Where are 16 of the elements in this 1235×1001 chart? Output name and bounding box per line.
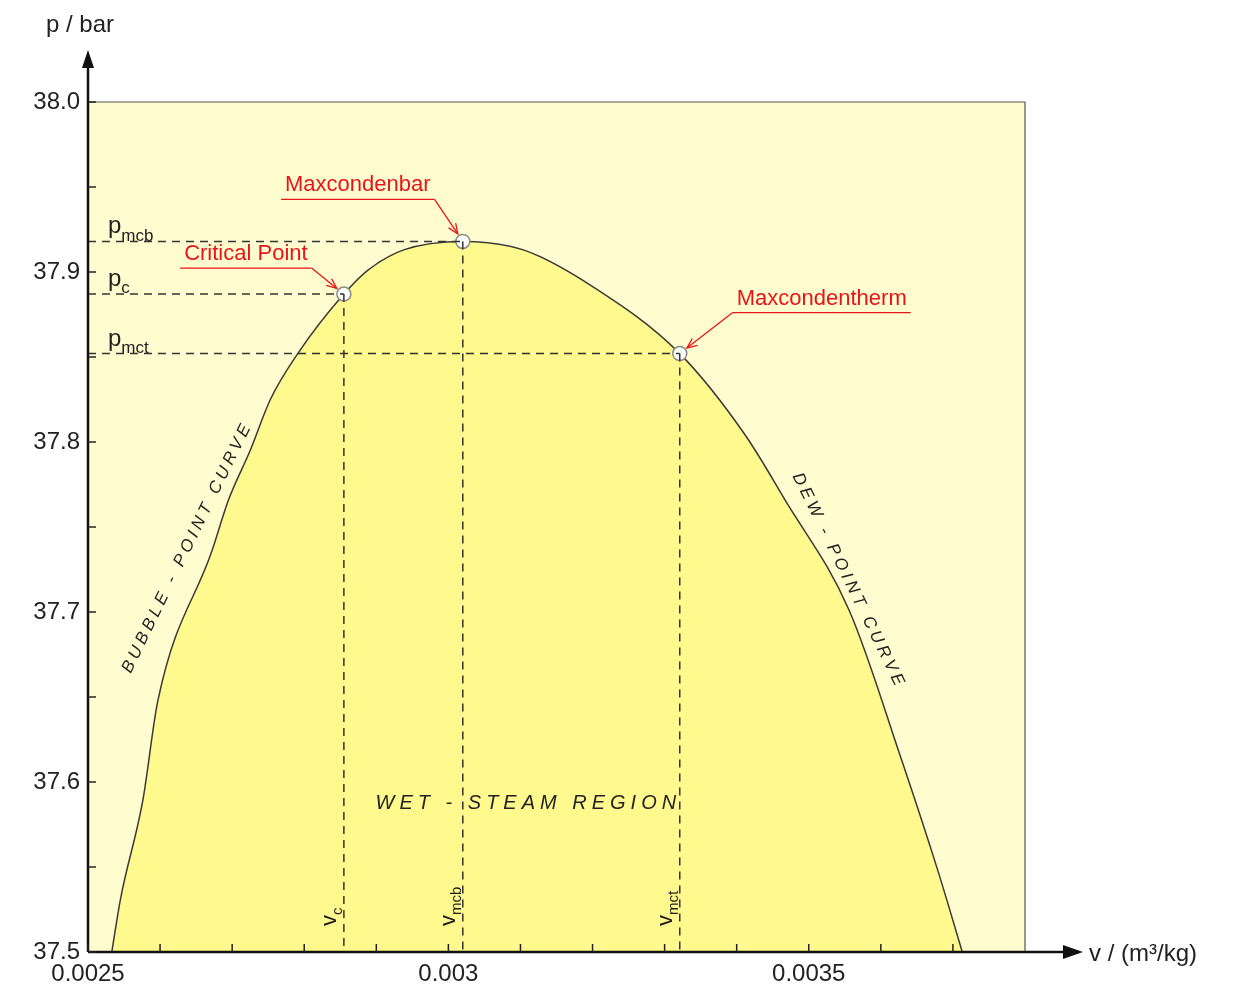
x-axis-title: v / (m³/kg) — [1089, 939, 1197, 966]
y-axis-title: p / bar — [46, 10, 115, 37]
annotation: Critical Point — [184, 240, 308, 266]
text: vmcb — [434, 886, 465, 926]
annotation: WET - STEAM REGION — [375, 790, 682, 813]
annotation: Maxcondentherm — [736, 284, 907, 310]
x-tick-label: 0.003 — [418, 959, 479, 987]
annotation: Maxcondenbar — [285, 171, 431, 197]
y-tick-label: 38.0 — [33, 86, 80, 114]
y-tick-label: 37.7 — [33, 596, 80, 624]
y-tick-label: 37.9 — [33, 256, 80, 284]
x-tick-label: 0.0035 — [772, 959, 846, 987]
y-tick-label: 37.6 — [33, 766, 80, 794]
text: vc — [315, 907, 346, 926]
text: vmct — [651, 890, 682, 926]
y-tick-label: 37.8 — [33, 426, 80, 454]
